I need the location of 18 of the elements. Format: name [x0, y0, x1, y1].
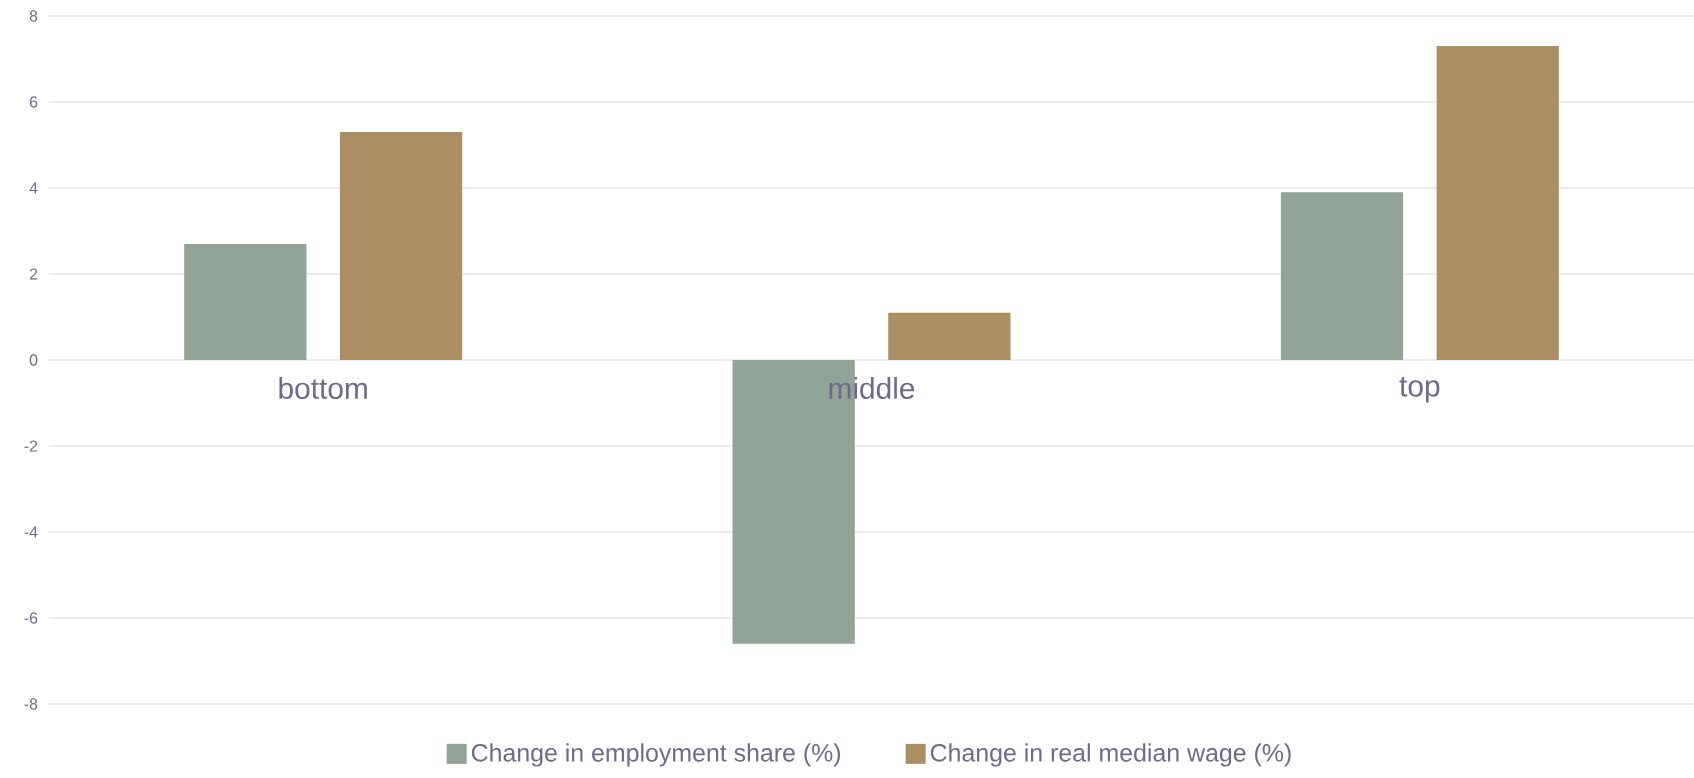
- legend-label: Change in real median wage (%): [930, 743, 1291, 767]
- legend-label: Change in employment share (%): [471, 743, 841, 767]
- bar: [1436, 46, 1559, 360]
- y-tick-label: 6: [29, 96, 38, 108]
- bar: [888, 312, 1011, 360]
- y-tick-label: 4: [29, 182, 38, 194]
- y-tick-label: -4: [24, 526, 38, 538]
- bar: [184, 243, 307, 360]
- bar: [339, 132, 463, 360]
- y-tick-label: 0: [29, 354, 38, 366]
- y-tick-label: 2: [29, 268, 38, 280]
- bar: [1280, 192, 1404, 360]
- y-tick-label: 8: [29, 10, 38, 22]
- x-tick-label: top: [1399, 377, 1440, 403]
- x-tick-label: bottom: [279, 377, 367, 399]
- y-tick-label: -8: [24, 698, 38, 710]
- y-tick-label: -6: [24, 612, 38, 624]
- y-tick-label: -2: [24, 440, 38, 452]
